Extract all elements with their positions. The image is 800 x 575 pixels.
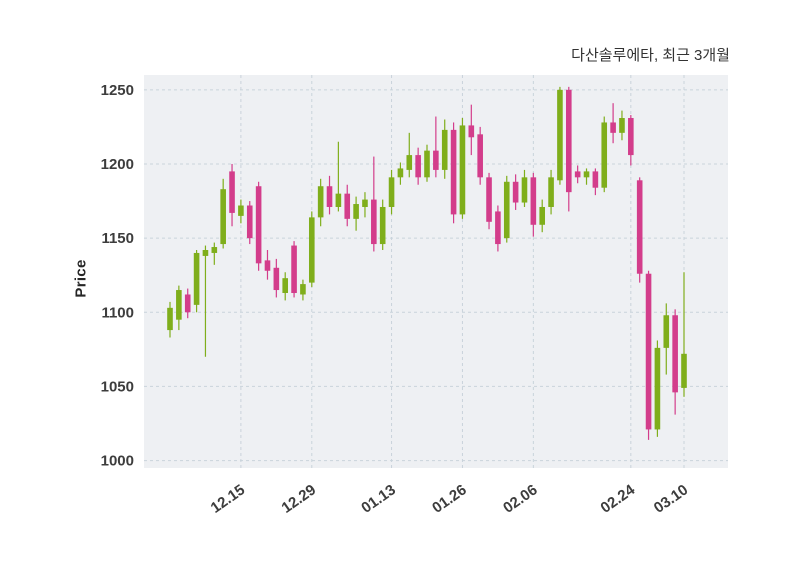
candle-body: [379, 206, 386, 245]
candle-body: [459, 125, 466, 215]
candle-body: [628, 118, 634, 156]
candle-body: [264, 260, 271, 271]
candle-body: [362, 199, 368, 207]
candle-body: [415, 155, 421, 178]
candle-body: [539, 206, 546, 225]
x-tick-label: 12.29: [279, 481, 320, 516]
candle-body: [672, 315, 678, 393]
candle-body: [521, 177, 528, 203]
candle-body: [424, 150, 430, 178]
y-tick-label: 1000: [101, 453, 134, 470]
candle-body: [344, 193, 351, 219]
candle-body: [202, 249, 209, 256]
candle-body: [583, 171, 590, 178]
candle-body: [468, 125, 475, 138]
candle-body: [238, 205, 244, 216]
y-tick-label: 1200: [101, 156, 134, 173]
y-tick-label: 1250: [101, 82, 134, 99]
y-axis-label: Price: [72, 259, 90, 298]
candle-body: [308, 217, 315, 283]
candle-body: [512, 181, 519, 203]
candle-body: [220, 189, 226, 245]
x-tick-label: 01.13: [358, 481, 399, 516]
y-tick-label: 1100: [101, 304, 134, 321]
x-tick-label: 03.10: [651, 481, 692, 516]
candle-body: [397, 168, 404, 178]
candle-body: [441, 129, 448, 170]
candle-body: [433, 150, 439, 170]
candle-body: [530, 177, 537, 225]
candle-body: [282, 278, 289, 294]
candle-body: [610, 122, 616, 133]
candle-body: [229, 171, 235, 213]
chart-title: 다산솔루에타, 최근 3개월: [571, 47, 730, 64]
candle-body: [406, 155, 413, 170]
candle-body: [503, 181, 510, 239]
candle-body: [486, 177, 492, 222]
candle-body: [681, 353, 687, 388]
candle-body: [574, 171, 581, 178]
candle-body: [326, 186, 333, 207]
candle-body: [619, 118, 625, 133]
candle-body: [335, 193, 342, 207]
candle-body: [450, 129, 457, 215]
candle-body: [300, 284, 306, 295]
candle-body: [654, 347, 661, 430]
candle-body: [601, 122, 608, 188]
candle-body: [495, 211, 501, 245]
candle-body: [388, 177, 395, 207]
candle-body: [565, 89, 572, 193]
candle-body: [636, 180, 643, 274]
candle-body: [353, 204, 359, 219]
y-tick-label: 1150: [101, 230, 134, 247]
x-tick-label: 02.06: [500, 481, 541, 516]
x-tick-label: 01.26: [429, 481, 470, 516]
candle-body: [255, 186, 262, 264]
candle-body: [371, 199, 377, 245]
candle-body: [317, 186, 324, 218]
x-tick-label: 12.15: [208, 481, 249, 516]
candle-body: [176, 290, 182, 320]
candle-body: [167, 307, 173, 331]
candle-body: [557, 89, 563, 181]
candle-body: [477, 134, 483, 178]
candle-body: [645, 273, 652, 430]
candle-body: [592, 171, 599, 188]
y-tick-label: 1050: [101, 378, 134, 395]
candle-body: [273, 267, 280, 291]
candle-body: [193, 252, 200, 305]
candle-body: [548, 177, 554, 207]
candle-body: [663, 315, 670, 348]
candle-body: [291, 245, 297, 294]
x-tick-label: 02.24: [598, 481, 639, 517]
candle-body: [184, 294, 191, 313]
candle-body: [246, 205, 253, 239]
candle-body: [211, 247, 218, 253]
